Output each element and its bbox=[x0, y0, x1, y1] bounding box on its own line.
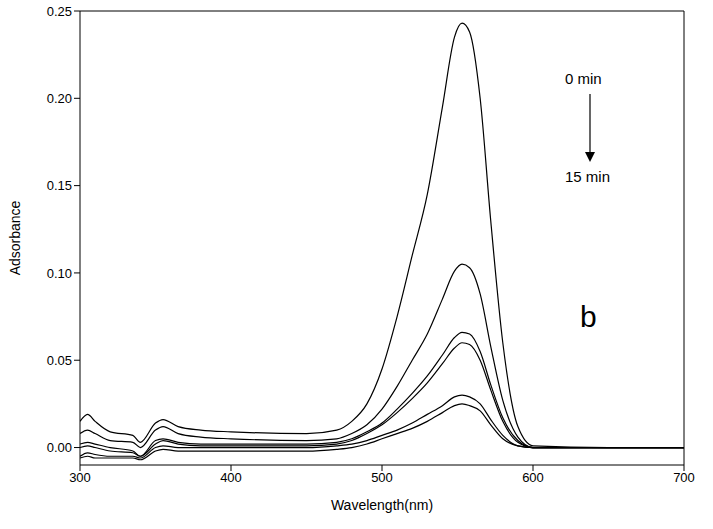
html-text:b: b bbox=[580, 300, 597, 333]
svg-text:0.10: 0.10 bbox=[47, 266, 72, 281]
html-text:0 min: 0 min bbox=[565, 70, 602, 87]
svg-text:Adsorbance: Adsorbance bbox=[7, 200, 23, 275]
svg-text:0.20: 0.20 bbox=[47, 91, 72, 106]
svg-text:0.05: 0.05 bbox=[47, 353, 72, 368]
svg-text:400: 400 bbox=[220, 470, 242, 485]
svg-text:0.25: 0.25 bbox=[47, 4, 72, 19]
svg-text:500: 500 bbox=[371, 470, 393, 485]
svg-text:Wavelength(nm): Wavelength(nm) bbox=[331, 497, 433, 513]
html-text:15 min: 15 min bbox=[565, 168, 610, 185]
svg-text:600: 600 bbox=[522, 470, 544, 485]
svg-text:300: 300 bbox=[69, 470, 91, 485]
svg-text:0.15: 0.15 bbox=[47, 178, 72, 193]
svg-text:700: 700 bbox=[673, 470, 695, 485]
svg-text:0.00: 0.00 bbox=[47, 440, 72, 455]
